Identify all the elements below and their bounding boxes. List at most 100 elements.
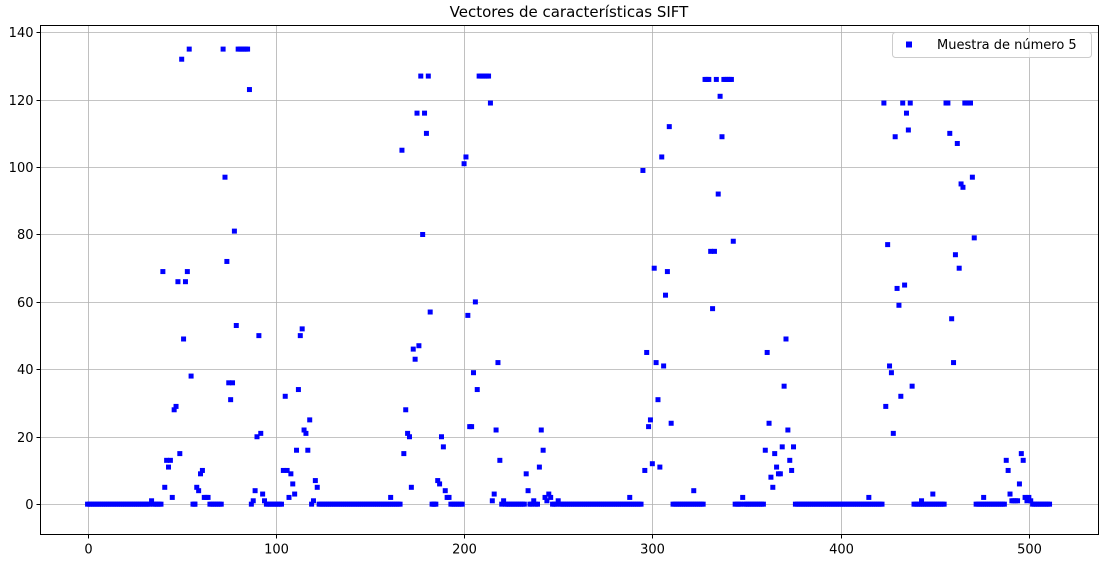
x-tick-label: 400 (829, 543, 854, 558)
data-point (1047, 501, 1053, 507)
data-point (905, 127, 911, 133)
data-point (728, 76, 734, 82)
data-point (440, 444, 446, 450)
data-point (486, 73, 492, 79)
data-point (414, 110, 420, 116)
data-point (412, 356, 418, 362)
data-point (668, 420, 674, 426)
data-point (169, 494, 175, 500)
data-point (779, 444, 785, 450)
data-point (655, 397, 661, 403)
data-point (719, 134, 725, 140)
data-point (879, 501, 885, 507)
data-point (220, 46, 226, 52)
data-point (951, 360, 957, 366)
data-point (657, 464, 663, 470)
data-point (640, 167, 646, 173)
x-tick-label: 500 (1017, 543, 1042, 558)
data-point (967, 100, 973, 106)
data-point (651, 265, 657, 271)
data-point (945, 100, 951, 106)
legend-box (892, 32, 1092, 58)
data-point (186, 46, 192, 52)
data-point (1026, 494, 1032, 500)
data-point (881, 100, 887, 106)
data-point (898, 393, 904, 399)
data-point (787, 457, 793, 463)
data-point (1028, 498, 1034, 504)
data-point (420, 231, 426, 237)
x-tick-label: 200 (452, 543, 477, 558)
y-tick-label: 120 (9, 94, 34, 109)
data-point (638, 501, 644, 507)
data-point (883, 403, 889, 409)
data-point (700, 501, 706, 507)
data-point (644, 349, 650, 355)
data-point (292, 491, 298, 497)
y-tick-label: 40 (17, 363, 34, 378)
data-point (173, 403, 179, 409)
legend-label: Muestra de número 5 (937, 38, 1077, 53)
data-point (1016, 481, 1022, 487)
data-point (205, 494, 211, 500)
data-point (642, 467, 648, 473)
data-point (885, 242, 891, 248)
data-point (708, 248, 714, 254)
data-point (1024, 498, 1030, 504)
data-point (262, 498, 268, 504)
data-point (497, 457, 503, 463)
data-point (536, 464, 542, 470)
data-point (437, 481, 443, 487)
data-point (971, 235, 977, 241)
data-point (691, 488, 697, 494)
legend: Muestra de número 5 (892, 32, 1092, 58)
data-point (175, 279, 181, 285)
data-point (305, 447, 311, 453)
data-point (406, 434, 412, 440)
data-point (461, 161, 467, 167)
data-point (1003, 457, 1009, 463)
data-point (474, 387, 480, 393)
data-point (738, 501, 744, 507)
data-point (469, 424, 475, 430)
data-point (774, 464, 780, 470)
data-point (930, 491, 936, 497)
data-point (717, 93, 723, 99)
data-point (435, 478, 441, 484)
data-point (661, 363, 667, 369)
data-point (791, 444, 797, 450)
data-point (181, 336, 187, 342)
data-point (416, 343, 422, 349)
data-point (149, 498, 155, 504)
data-point (958, 181, 964, 187)
y-tick-label: 140 (9, 26, 34, 41)
data-point (188, 373, 194, 379)
data-point (177, 451, 183, 457)
data-point (706, 76, 712, 82)
data-point (228, 397, 234, 403)
data-point (523, 471, 529, 477)
data-point (531, 498, 537, 504)
data-point (713, 76, 719, 82)
data-point (909, 383, 915, 389)
data-point (1020, 457, 1026, 463)
x-tick-label: 100 (264, 543, 289, 558)
data-point (1005, 467, 1011, 473)
data-point (192, 501, 198, 507)
axis-layer: 0 100 200 300 400 500 0 20 40 60 80 100 120 140 (9, 26, 1042, 558)
data-point (711, 248, 717, 254)
data-point (981, 494, 987, 500)
data-point (489, 498, 495, 504)
data-point (768, 474, 774, 480)
data-point (442, 488, 448, 494)
data-point (647, 417, 653, 423)
data-point (194, 484, 200, 490)
data-point (198, 471, 204, 477)
data-point (627, 494, 633, 500)
data-point (491, 491, 497, 497)
data-point (303, 430, 309, 436)
data-point (231, 228, 237, 234)
data-point (299, 326, 305, 332)
data-point (167, 457, 173, 463)
data-point (653, 360, 659, 366)
